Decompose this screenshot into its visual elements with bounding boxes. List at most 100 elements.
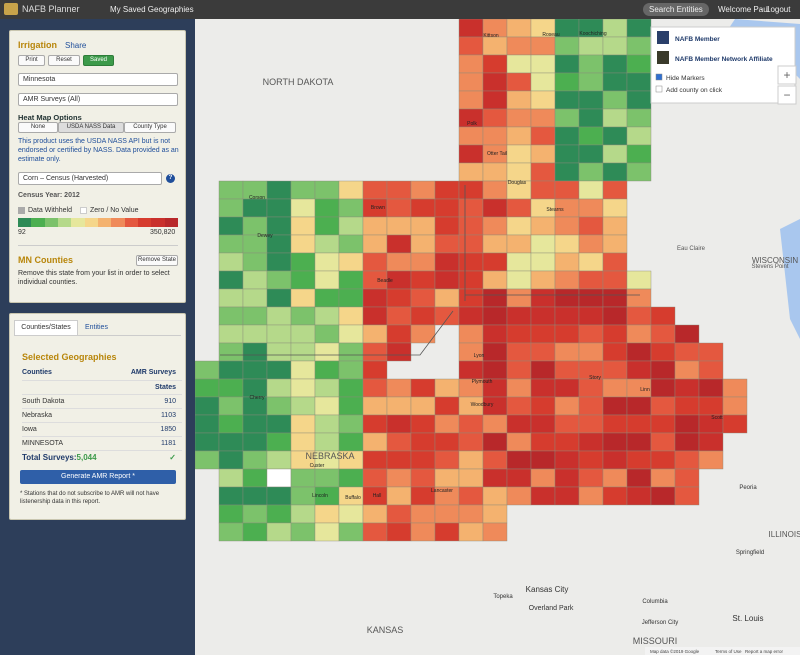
table-cell: Nebraska: [22, 412, 52, 419]
county: [554, 90, 580, 110]
county: [578, 432, 604, 452]
county: [458, 270, 484, 290]
county: [434, 306, 460, 326]
affiliate-icon: [657, 51, 669, 64]
county: [458, 36, 484, 56]
county: [602, 360, 628, 380]
separator: ·: [760, 5, 763, 14]
withheld-swatch: [18, 207, 25, 214]
county: [554, 126, 580, 146]
county: [290, 324, 316, 344]
state-select[interactable]: Minnesota: [18, 73, 178, 86]
print-button[interactable]: Print: [18, 55, 45, 66]
search-button[interactable]: Search Entities: [643, 3, 709, 16]
county: [290, 288, 316, 308]
county: [578, 180, 604, 200]
scale-step: [57, 218, 72, 227]
zoom-button[interactable]: [777, 65, 797, 85]
share-link[interactable]: Share: [65, 41, 87, 50]
county: [266, 504, 292, 524]
heat-tab[interactable]: USDA NASS Data: [58, 122, 124, 133]
county: [626, 36, 652, 56]
county: [386, 252, 412, 272]
county: [434, 396, 460, 416]
heat-tab[interactable]: County Type: [124, 122, 176, 133]
county: [674, 324, 700, 344]
saved-link[interactable]: My Saved Geographies: [110, 5, 194, 14]
county: [290, 252, 316, 272]
county: [458, 126, 484, 146]
county: [242, 450, 268, 470]
county: [554, 378, 580, 398]
county: [386, 468, 412, 488]
group-label: States: [154, 384, 176, 391]
county: [626, 108, 652, 128]
county: [626, 468, 652, 488]
county: [482, 450, 508, 470]
map-footer: Report a map error: [745, 649, 784, 654]
remove-state-button[interactable]: Remove State: [136, 255, 178, 266]
county: [626, 486, 652, 506]
county: [458, 414, 484, 434]
county: [338, 414, 364, 434]
county: [530, 360, 556, 380]
county: [458, 54, 484, 74]
county: [506, 72, 532, 92]
data-select[interactable]: Corn – Census (Harvested): [18, 172, 162, 185]
county: [362, 234, 388, 254]
county: [290, 414, 316, 434]
county: [650, 396, 676, 416]
county: [338, 216, 364, 236]
county: [338, 378, 364, 398]
heat-tab[interactable]: None: [18, 122, 58, 133]
county: [314, 216, 340, 236]
saved-button[interactable]: Saved: [83, 55, 114, 66]
map-footer: Terms of Use: [715, 649, 742, 654]
county: [482, 108, 508, 128]
zoom-button[interactable]: [777, 85, 797, 105]
logout[interactable]: Logout: [766, 5, 791, 14]
tab[interactable]: Entities: [85, 324, 108, 331]
county: [362, 360, 388, 380]
county: [530, 180, 556, 200]
county: [290, 468, 316, 488]
county: [458, 504, 484, 524]
county: [458, 144, 484, 164]
report-button[interactable]: Generate AMR Report *: [20, 470, 176, 484]
tab-active[interactable]: Counties/States: [14, 320, 78, 335]
county: [506, 126, 532, 146]
county: [674, 396, 700, 416]
county: [218, 360, 244, 380]
county: [482, 522, 508, 542]
county: [410, 450, 436, 470]
map[interactable]: NORTH DAKOTA NEBRASKA KANSAS MISSOURI WISCON…: [195, 19, 800, 655]
reset-button[interactable]: Reset: [48, 55, 80, 66]
county: [434, 252, 460, 272]
county: [554, 288, 580, 308]
survey-select[interactable]: AMR Surveys (All): [18, 93, 178, 106]
table-cell: 910: [164, 398, 176, 405]
report-note: * Stations that do not subscribe to AMR …: [20, 491, 160, 505]
map-label: NEBRASKA: [305, 451, 354, 461]
county: [386, 504, 412, 524]
county: [434, 288, 460, 308]
county: [242, 288, 268, 308]
county: [362, 522, 388, 542]
county: [722, 396, 748, 416]
county: [482, 126, 508, 146]
county: [554, 468, 580, 488]
map-label: Eau Claire: [677, 246, 706, 252]
county: [482, 324, 508, 344]
county: [674, 486, 700, 506]
county: [434, 234, 460, 254]
county: [218, 216, 244, 236]
help-icon[interactable]: ?: [166, 174, 175, 183]
county: [578, 108, 604, 128]
county: [410, 306, 436, 326]
county: [506, 36, 532, 56]
county: [410, 198, 436, 218]
map-label: Dewey: [257, 233, 273, 239]
county: [698, 342, 724, 362]
county: [218, 342, 244, 362]
brand[interactable]: NAFB Planner: [22, 4, 80, 14]
